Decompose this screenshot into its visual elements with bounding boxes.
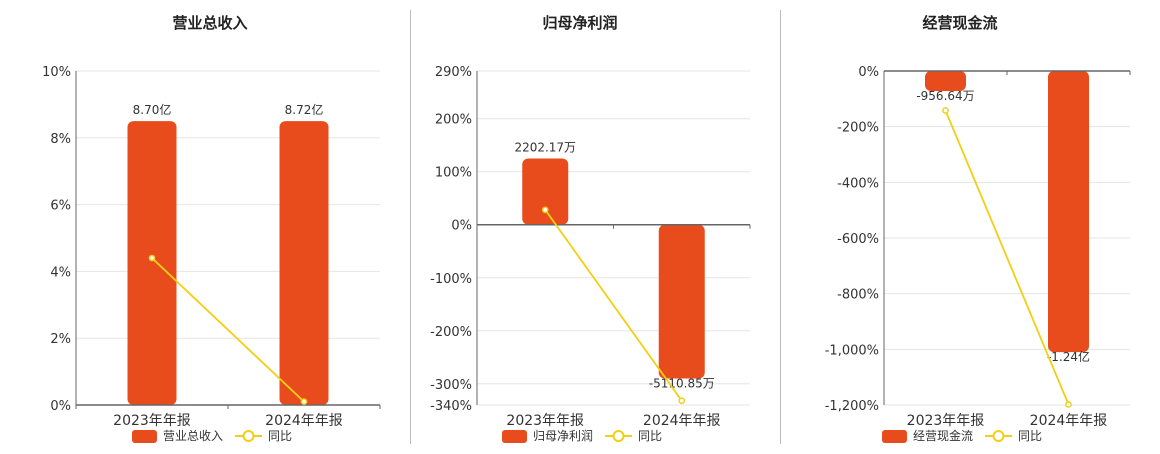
bar-value-label: 2202.17万 (514, 140, 576, 154)
y-tick-label: -200% (837, 121, 879, 136)
y-tick-label: 10% (42, 65, 71, 80)
yoy-point (1065, 401, 1072, 408)
yoy-line (151, 257, 305, 403)
bar (279, 121, 329, 405)
legend-bar-swatch (882, 430, 907, 443)
y-tick-label: 200% (435, 113, 472, 128)
bar (1048, 71, 1089, 353)
yoy-line (544, 209, 683, 402)
y-tick-label: 4% (50, 265, 71, 280)
bar-value-label: -956.64万 (916, 89, 974, 103)
legend-line-label: 同比 (638, 429, 662, 443)
y-tick-label: 6% (50, 199, 71, 214)
y-tick-label: 0% (451, 219, 472, 234)
revenue-chart-panel: 营业总收入 0% 2% 4% 6% 8% 10% 8.70亿 8.72亿 2023年年报 2024年… (0, 0, 400, 450)
y-tick-label: 8% (50, 132, 71, 147)
panel-divider (410, 10, 411, 444)
y-tick-label: 290% (435, 65, 472, 80)
x-tick-label: 2023年年报 (113, 413, 191, 429)
bar (127, 121, 177, 405)
legend-line-marker (612, 430, 625, 442)
legend-bar-label: 经营现金流 (913, 428, 973, 443)
x-tick-label: 2024年年报 (265, 413, 343, 429)
x-tick-label: 2023年年报 (907, 413, 985, 429)
yoy-point (541, 206, 549, 214)
y-tick-label: 0% (858, 65, 879, 80)
y-tick-label: -800% (837, 288, 879, 303)
legend-bar-swatch (132, 430, 157, 443)
yoy-point (148, 254, 156, 262)
legend-line-label: 同比 (1018, 429, 1042, 443)
legend-line-marker (242, 430, 255, 442)
cash-flow-chart: 经营现金流 -1,200% -1,000% -800% -600% -400% -200% 0… (825, 14, 1131, 443)
chart-title: 营业总收入 (172, 14, 247, 32)
x-tick-label: 2024年年报 (643, 413, 721, 429)
y-tick-label: -200% (430, 325, 472, 340)
y-tick-label: -100% (430, 272, 472, 287)
yoy-point (942, 107, 949, 114)
y-tick-label: -400% (837, 176, 879, 191)
legend-bar-swatch (502, 430, 527, 443)
y-tick-label: -600% (837, 232, 879, 247)
cash-flow-chart-panel: 经营现金流 -1,200% -1,000% -800% -600% -400% -200% 0… (781, 0, 1160, 450)
bar (522, 158, 569, 225)
bar-value-label: 8.70亿 (133, 102, 172, 117)
y-tick-label: -1,200% (825, 399, 879, 414)
legend-bar-label: 营业总收入 (163, 429, 223, 443)
bar-value-label: -1.24亿 (1047, 349, 1090, 364)
bar (925, 71, 966, 92)
chart-title: 归母净利润 (542, 14, 617, 32)
legend-bar-label: 归母净利润 (533, 429, 593, 443)
x-tick-label: 2024年年报 (1030, 413, 1108, 429)
net-profit-chart: 归母净利润 -340% -300% -200% -100% 0% 100% 200% 290% 2… (430, 14, 751, 443)
y-tick-label: 0% (50, 399, 71, 414)
y-tick-label: -1,000% (825, 343, 879, 358)
revenue-chart: 营业总收入 0% 2% 4% 6% 8% 10% 8.70亿 8.72亿 2023年年报 2024年… (42, 14, 381, 443)
net-profit-chart-panel: 归母净利润 -340% -300% -200% -100% 0% 100% 200% 290% 2… (411, 0, 780, 450)
yoy-point (678, 397, 686, 405)
panel-divider (780, 10, 781, 444)
chart-title: 经营现金流 (922, 14, 997, 32)
bar-value-label: -5110.85万 (649, 376, 715, 390)
legend-line-marker (992, 430, 1005, 442)
y-tick-label: 2% (50, 332, 71, 347)
y-tick-label: -300% (430, 378, 472, 393)
y-tick-label: 100% (435, 166, 472, 181)
x-tick-label: 2023年年报 (506, 413, 584, 429)
yoy-line (944, 110, 1070, 405)
bar-value-label: 8.72亿 (285, 102, 324, 117)
y-tick-label: -340% (430, 399, 472, 414)
legend-line-label: 同比 (268, 429, 292, 443)
yoy-point (300, 398, 308, 406)
bar (658, 224, 705, 379)
